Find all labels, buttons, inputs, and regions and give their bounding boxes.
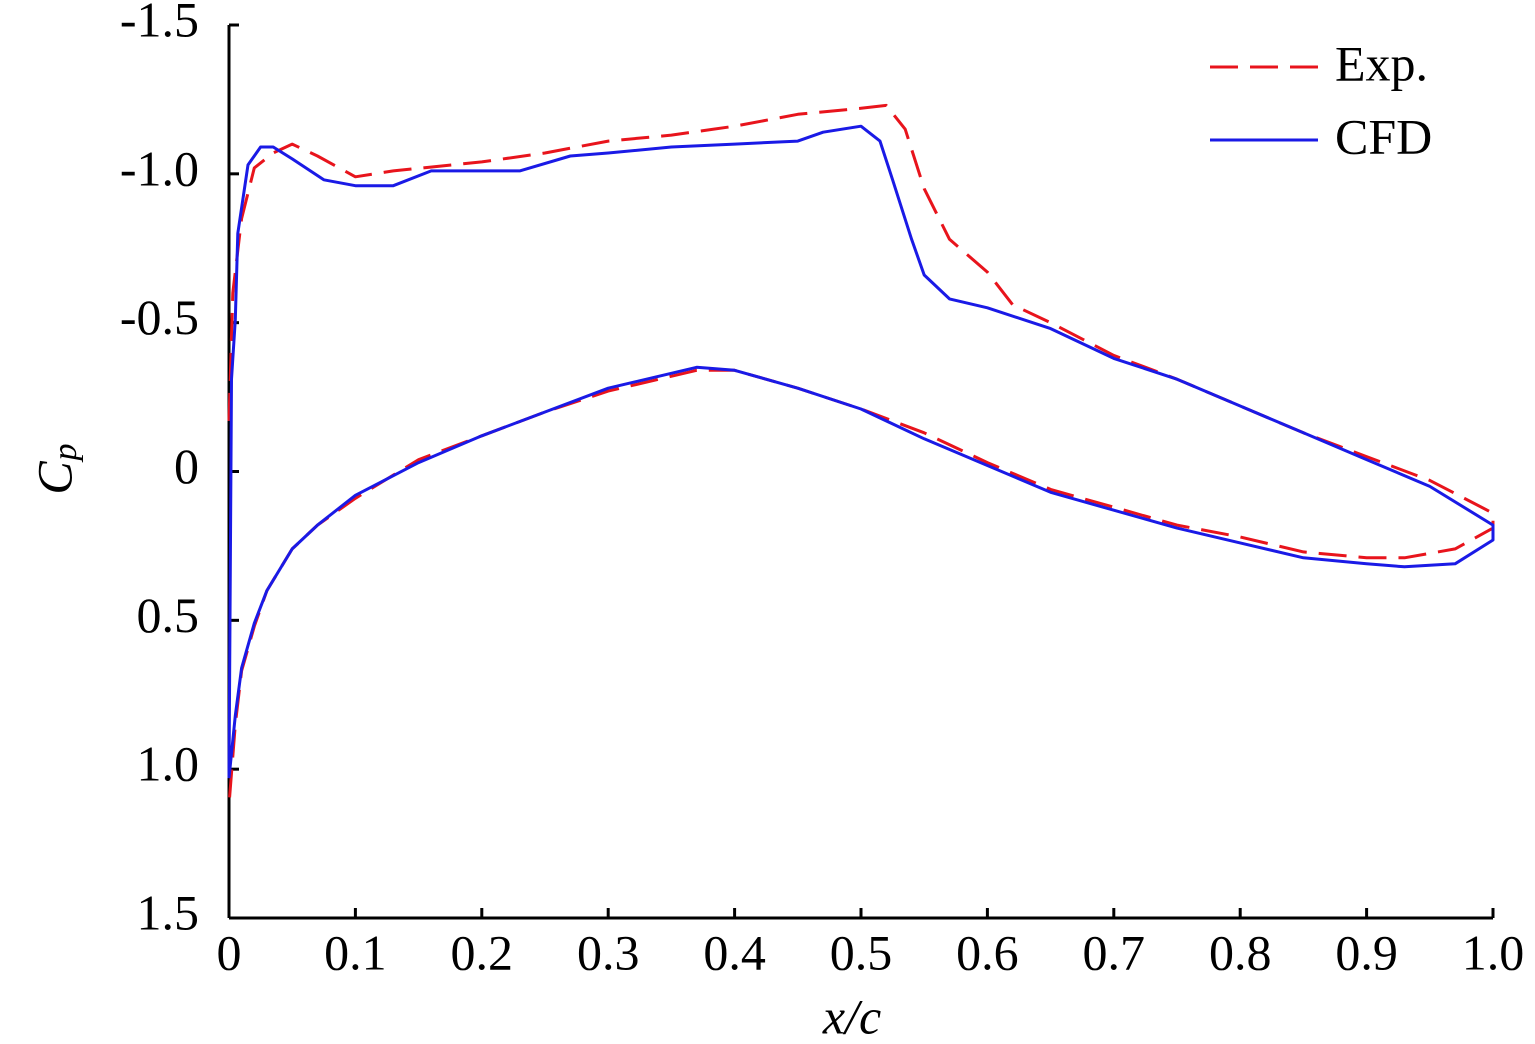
x-tick-label: 0.5 [830, 924, 893, 980]
y-tick-label: -1.0 [120, 140, 199, 196]
y-axis-label-subscript: p [47, 444, 84, 463]
y-tick-label: 1.5 [137, 884, 200, 940]
y-tick-label: 0.5 [137, 587, 200, 643]
x-tick-label: 0 [217, 924, 242, 980]
y-tick-label: 0 [174, 438, 199, 494]
x-tick-label: 0.8 [1209, 924, 1272, 980]
x-tick-label: 0.4 [703, 924, 766, 980]
x-tick-label: 0.2 [451, 924, 514, 980]
x-tick-label: 1.0 [1462, 924, 1525, 980]
legend-label: Exp. [1335, 35, 1428, 91]
x-tick-label: 0.9 [1335, 924, 1398, 980]
x-tick-label: 0.7 [1083, 924, 1146, 980]
legend-label: CFD [1335, 108, 1432, 164]
x-tick-label: 0.6 [956, 924, 1019, 980]
x-tick-label: 0.3 [577, 924, 640, 980]
y-tick-label: -1.5 [120, 0, 199, 47]
y-tick-label: 1.0 [137, 736, 200, 792]
y-axis-label: C [26, 461, 82, 495]
x-axis-label: x/c [822, 988, 881, 1044]
y-tick-label: -0.5 [120, 289, 199, 345]
series-line [227, 124, 1495, 779]
x-tick-label: 0.1 [324, 924, 387, 980]
series-line [227, 103, 1495, 806]
